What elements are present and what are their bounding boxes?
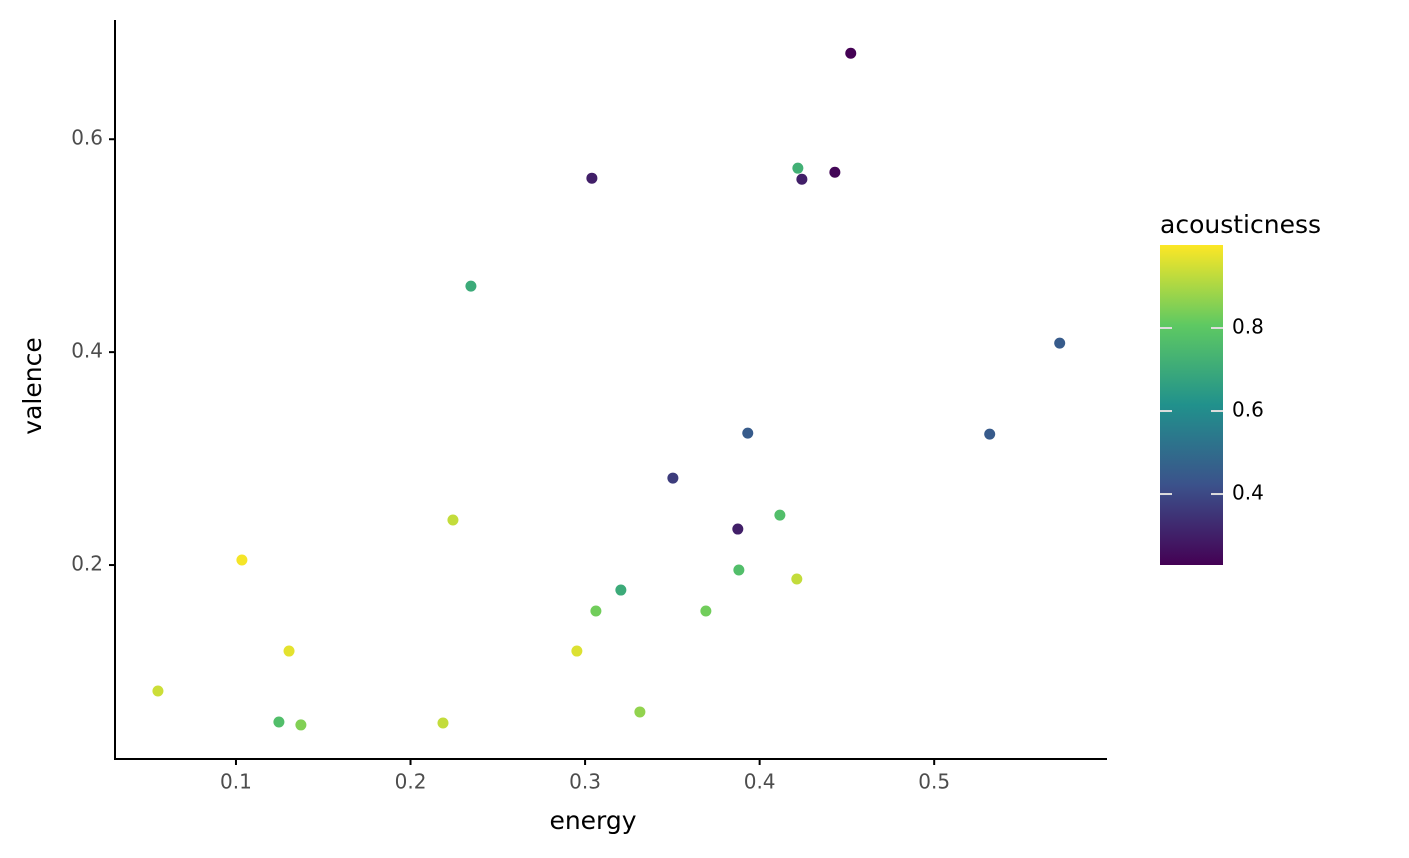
point [283, 645, 295, 657]
point [590, 605, 602, 617]
point [845, 47, 857, 59]
point [792, 162, 804, 174]
point [437, 717, 449, 729]
y-tick-label: 0.6 [71, 126, 103, 150]
point [984, 428, 996, 440]
point [732, 523, 744, 535]
point [273, 716, 285, 728]
point [152, 685, 164, 697]
x-axis-title: energy [549, 806, 636, 835]
point [791, 573, 803, 585]
y-tick-label: 0.2 [71, 552, 103, 576]
x-tick-label: 0.2 [395, 770, 427, 794]
point [571, 645, 583, 657]
point [615, 584, 627, 596]
legend-title: acousticness [1160, 210, 1321, 239]
point [742, 427, 754, 439]
y-axis-title: valence [18, 337, 47, 434]
y-tick-label: 0.4 [71, 339, 103, 363]
point [829, 166, 841, 178]
x-tick-label: 0.4 [744, 770, 776, 794]
point [634, 706, 646, 718]
colorbar [1160, 245, 1223, 565]
colorbar-tick-label: 0.6 [1232, 398, 1264, 422]
point [667, 472, 679, 484]
x-tick-label: 0.5 [918, 770, 950, 794]
colorbar-tick-label: 0.8 [1232, 315, 1264, 339]
point [236, 554, 248, 566]
point [1054, 337, 1066, 349]
x-tick-label: 0.1 [220, 770, 252, 794]
point [447, 514, 459, 526]
point [586, 172, 598, 184]
colorbar-tick-label: 0.4 [1232, 481, 1264, 505]
point [295, 719, 307, 731]
point [700, 605, 712, 617]
point [774, 509, 786, 521]
x-tick-label: 0.3 [569, 770, 601, 794]
point [733, 564, 745, 576]
point [796, 173, 808, 185]
point [465, 280, 477, 292]
